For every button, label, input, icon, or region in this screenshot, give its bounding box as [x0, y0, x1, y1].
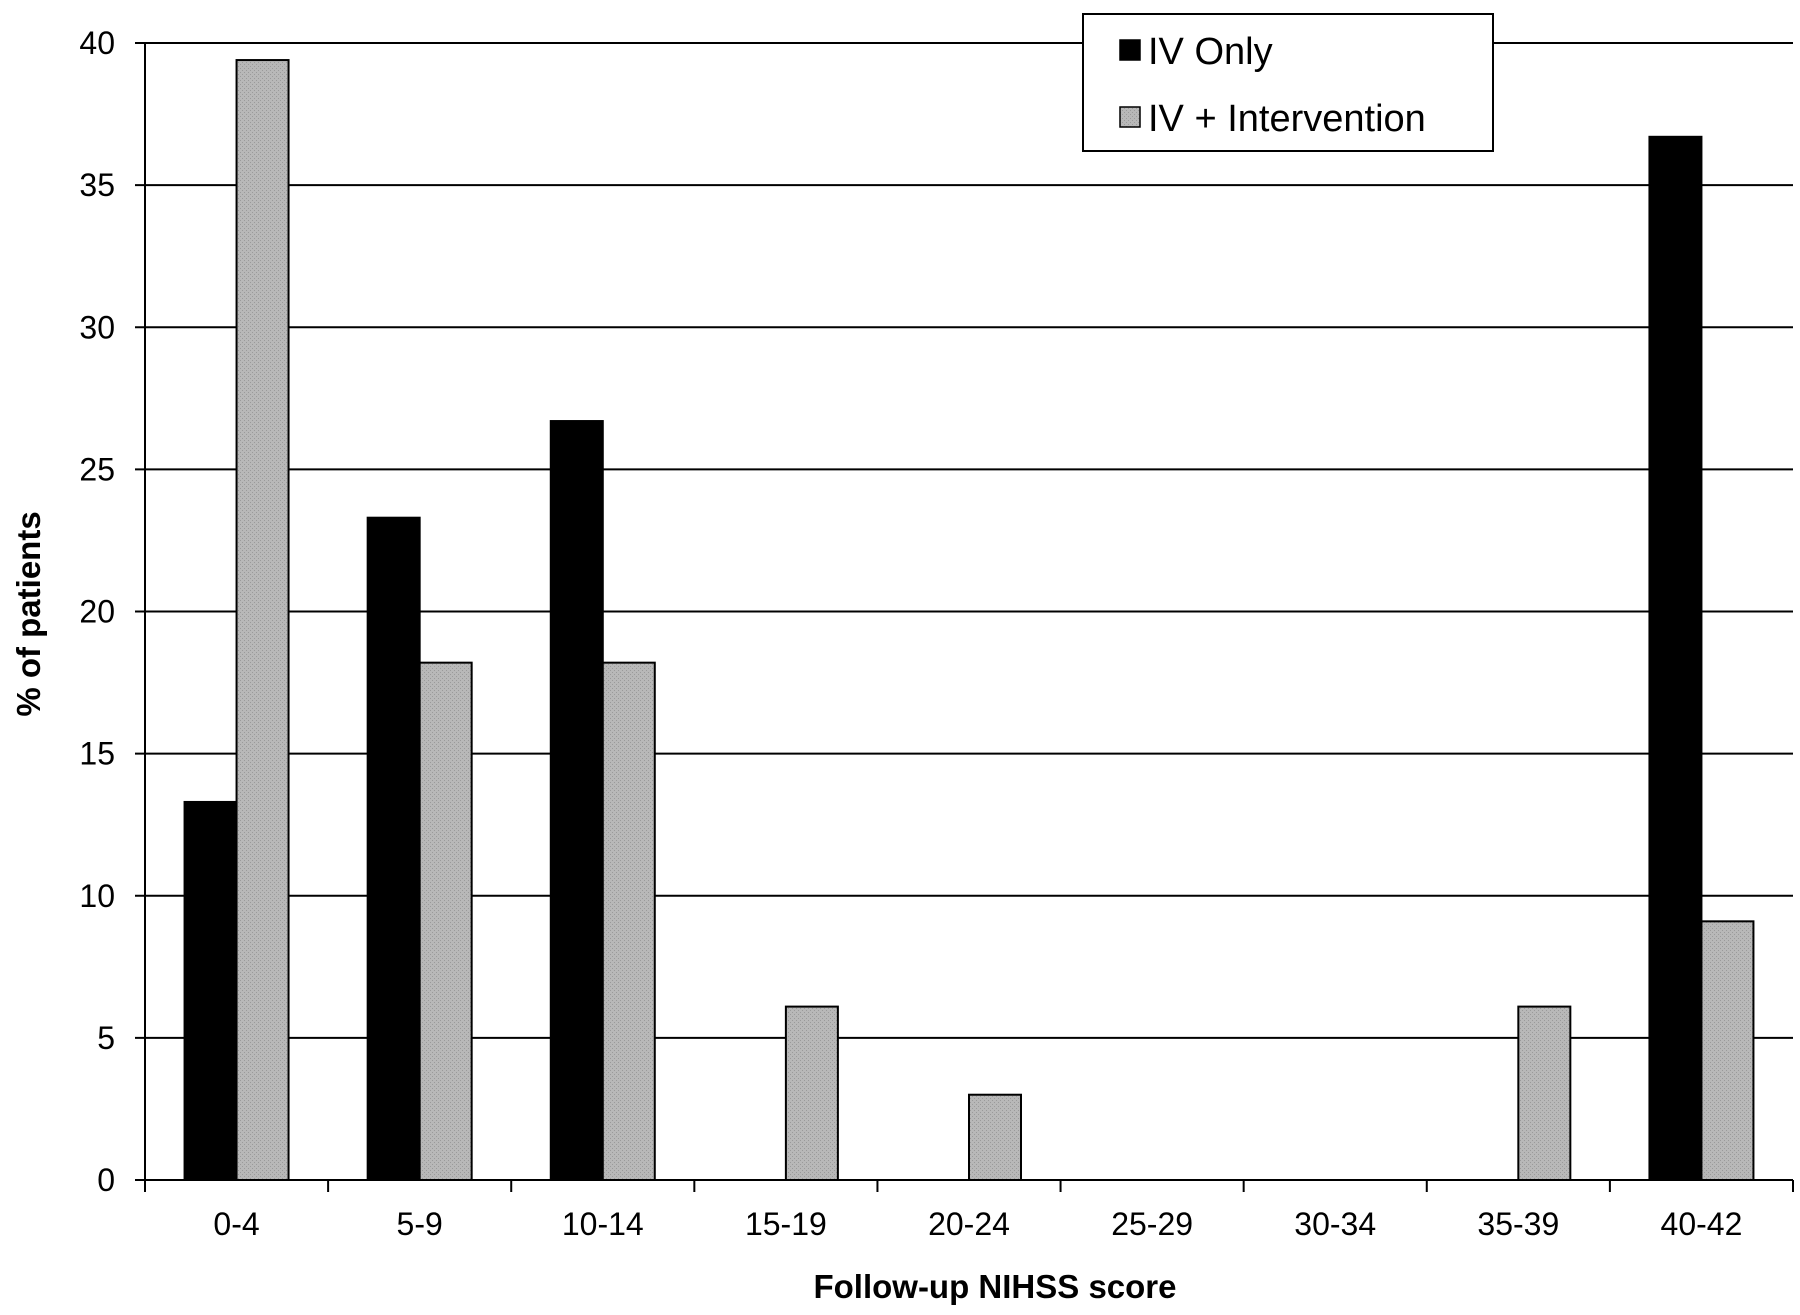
- legend-label-iv-intervention: IV + Intervention: [1148, 98, 1426, 140]
- bar-iv-intervention: [235, 59, 290, 1181]
- y-axis-title: % of patients: [10, 511, 47, 716]
- bar-iv-intervention: [968, 1093, 1022, 1181]
- y-tick-label: 40: [79, 25, 115, 61]
- legend-frame: [1082, 13, 1494, 152]
- y-tick-label: 30: [79, 309, 115, 345]
- y-tick-label: 35: [79, 167, 115, 203]
- bar-iv-intervention: [1700, 920, 1755, 1182]
- x-tick-label: 10-14: [562, 1206, 644, 1242]
- x-tick-label: 20-24: [928, 1206, 1010, 1242]
- bar-iv-intervention: [418, 661, 473, 1181]
- y-tick-label: 10: [79, 878, 115, 914]
- x-tick-label: 0-4: [213, 1206, 259, 1242]
- bar-iv-only: [1648, 135, 1703, 1182]
- x-tick-labels: 0-4 5-9 10-14 15-19 20-24 25-29 30-34 35-39 40-4…: [213, 1206, 1742, 1242]
- legend: IV Only IV + Intervention: [1082, 13, 1494, 152]
- bar-iv-only: [366, 516, 421, 1181]
- x-axis-title: Follow-up NIHSS score: [813, 1268, 1176, 1305]
- bars: [183, 59, 1755, 1182]
- y-tick-label: 5: [97, 1020, 115, 1056]
- legend-label-iv-only: IV Only: [1148, 31, 1273, 73]
- y-tick-labels: 0 5 10 15 20 25 30 35 40: [79, 25, 115, 1198]
- bar-iv-only: [183, 800, 238, 1181]
- y-tick-label: 20: [79, 594, 115, 630]
- bar-iv-only: [549, 420, 604, 1181]
- y-tick-label: 15: [79, 736, 115, 772]
- y-tick-label: 0: [97, 1162, 115, 1198]
- x-tick-label: 40-42: [1661, 1206, 1743, 1242]
- x-tick-label: 5-9: [397, 1206, 443, 1242]
- x-tick-label: 15-19: [745, 1206, 827, 1242]
- bar-iv-intervention: [1517, 1005, 1572, 1181]
- bar-iv-intervention: [784, 1005, 839, 1181]
- x-tick-label: 25-29: [1111, 1206, 1193, 1242]
- x-tick-label: 30-34: [1294, 1206, 1376, 1242]
- bar-iv-intervention: [601, 661, 656, 1181]
- axes: [135, 42, 1794, 1192]
- x-tick-label: 35-39: [1477, 1206, 1559, 1242]
- y-tick-label: 25: [79, 451, 115, 487]
- legend-swatch-iv-only: [1119, 39, 1141, 61]
- legend-swatch-iv-intervention: [1119, 106, 1141, 128]
